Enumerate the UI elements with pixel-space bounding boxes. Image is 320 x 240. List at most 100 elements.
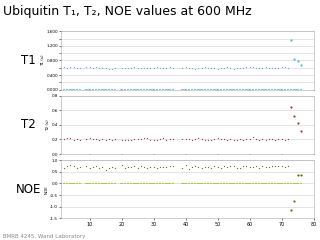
Text: BMRB 4245, Wand Laboratory: BMRB 4245, Wand Laboratory <box>3 234 85 239</box>
Bar <box>280 183 283 184</box>
Point <box>276 66 281 70</box>
Point <box>122 166 127 170</box>
Point <box>87 166 92 170</box>
Point <box>199 166 204 169</box>
Point <box>289 38 294 42</box>
Bar <box>274 183 276 184</box>
Point <box>196 137 201 140</box>
Point <box>65 137 70 140</box>
Bar <box>271 89 273 90</box>
Point <box>183 65 188 69</box>
Bar <box>191 89 193 90</box>
Point <box>100 165 105 169</box>
Point <box>135 166 140 170</box>
Bar <box>284 183 286 184</box>
Point <box>148 66 153 70</box>
Bar <box>200 89 203 90</box>
Bar <box>143 89 145 90</box>
Point <box>241 138 246 142</box>
Point <box>193 67 198 71</box>
Point <box>279 137 284 141</box>
Point <box>71 138 76 142</box>
Bar <box>239 89 241 90</box>
Point <box>263 165 268 169</box>
Point <box>237 66 243 70</box>
Point <box>196 165 201 169</box>
Bar <box>79 183 81 184</box>
Bar <box>162 89 164 90</box>
Bar <box>184 183 187 184</box>
Bar <box>197 89 200 90</box>
Point <box>77 166 83 169</box>
Point <box>298 129 303 132</box>
Point <box>109 165 115 169</box>
Point <box>68 137 73 140</box>
Point <box>122 138 127 142</box>
Point <box>113 137 118 141</box>
Point <box>225 65 230 69</box>
Bar <box>168 183 171 184</box>
Text: Ubiquitin T₁, T₂, NOE values at 600 MHz: Ubiquitin T₁, T₂, NOE values at 600 MHz <box>3 5 252 18</box>
Point <box>282 65 287 69</box>
Bar <box>296 89 299 90</box>
Point <box>260 138 265 141</box>
Point <box>225 138 230 142</box>
Point <box>269 138 275 141</box>
Point <box>247 137 252 141</box>
Point <box>250 65 255 69</box>
Bar <box>165 183 168 184</box>
Point <box>273 66 278 70</box>
Point <box>61 66 67 69</box>
Bar <box>264 89 267 90</box>
Bar <box>146 89 148 90</box>
Bar <box>296 183 299 184</box>
Point <box>100 137 105 141</box>
Point <box>113 166 118 170</box>
Bar <box>287 89 289 90</box>
Bar <box>258 89 260 90</box>
Point <box>282 165 287 169</box>
Point <box>161 165 166 169</box>
Point <box>205 166 211 169</box>
Bar <box>236 183 238 184</box>
Point <box>183 137 188 141</box>
Bar <box>194 183 196 184</box>
Bar <box>268 89 270 90</box>
Bar <box>284 89 286 90</box>
Point <box>97 166 102 170</box>
Point <box>68 66 73 69</box>
Bar <box>111 89 113 90</box>
Bar <box>300 183 302 184</box>
Point <box>145 66 150 70</box>
Bar <box>255 89 257 90</box>
Point <box>292 114 297 118</box>
Bar <box>252 183 254 184</box>
Point <box>84 137 89 141</box>
Point <box>218 166 223 170</box>
Point <box>250 165 255 169</box>
Point <box>61 137 67 141</box>
Point <box>93 164 99 168</box>
Point <box>241 66 246 70</box>
Bar <box>261 183 264 184</box>
Bar <box>172 183 174 184</box>
Bar <box>245 183 248 184</box>
Point <box>119 66 124 70</box>
Point <box>106 166 111 170</box>
Bar <box>140 89 142 90</box>
Point <box>221 137 227 141</box>
Point <box>97 138 102 142</box>
Bar <box>165 89 168 90</box>
Bar <box>72 89 75 90</box>
Point <box>228 164 233 168</box>
Point <box>129 165 134 169</box>
Bar <box>255 183 257 184</box>
Bar <box>156 183 158 184</box>
Point <box>132 164 137 168</box>
Point <box>199 66 204 70</box>
Point <box>269 164 275 168</box>
Point <box>253 164 259 168</box>
Point <box>90 137 95 141</box>
Y-axis label: NOE: NOE <box>44 185 49 194</box>
Point <box>129 138 134 142</box>
